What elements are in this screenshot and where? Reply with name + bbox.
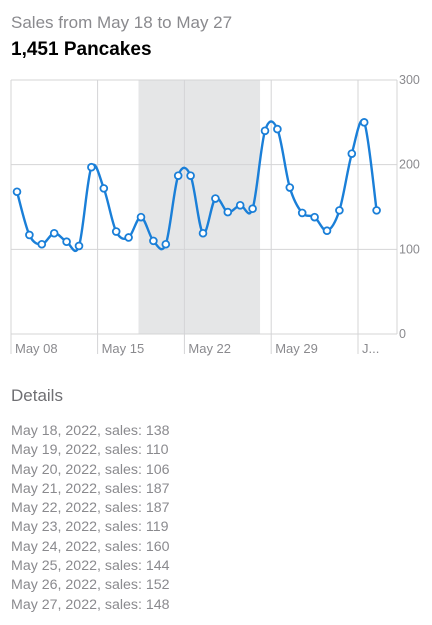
data-point [25,230,34,240]
data-point [248,204,257,213]
details-item: May 25, 2022, sales: 144 [11,558,170,575]
data-point [285,183,295,192]
data-point [136,212,146,222]
x-tick-label: May 29 [275,341,318,356]
chart-subtitle: Sales from May 18 to May 27 [11,13,233,32]
x-tick-label: May 15 [102,341,145,356]
data-point [359,118,369,127]
data-point [273,124,282,134]
y-tick-label: 300 [399,73,420,87]
data-point [12,187,22,197]
y-tick-label: 100 [399,242,420,256]
data-point [372,206,381,215]
details-item: May 26, 2022, sales: 152 [11,577,170,594]
data-point [74,241,84,251]
data-point [161,239,171,249]
y-tick-label: 0 [399,327,406,341]
data-point [124,233,133,242]
data-point [235,201,245,210]
data-point [198,228,208,238]
data-point [322,226,332,236]
data-point [149,236,158,246]
data-point [211,194,220,203]
data-point [335,206,344,215]
data-point [223,207,233,217]
sales-line-chart[interactable]: 0 100 200 300 May 08 May 15 May 22 May 29 J... [0,70,432,370]
data-point [310,212,319,222]
data-point [87,162,96,172]
y-tick-label: 200 [399,158,420,172]
x-tick-label: May 22 [188,341,231,356]
data-point [111,227,121,236]
data-point [173,171,183,180]
data-point [186,171,195,180]
details-item: May 20, 2022, sales: 106 [11,461,170,478]
data-point [297,208,307,218]
x-tick-label: May 08 [15,341,58,356]
data-point [347,149,357,158]
details-item: May 18, 2022, sales: 138 [11,423,170,439]
data-point [99,184,109,193]
data-point [260,126,270,136]
details-item: May 24, 2022, sales: 160 [11,538,170,555]
data-point [49,228,59,238]
data-point [62,237,71,247]
data-point [37,239,47,249]
chart-header: Sales from May 18 to May 27 1,451 Pancak… [11,12,232,63]
details-heading: Details [11,386,63,405]
details-item: May 23, 2022, sales: 119 [11,519,169,536]
details-item: May 21, 2022, sales: 187 [11,480,170,497]
details-item: May 22, 2022, sales: 187 [11,500,170,517]
details-list: May 18, 2022, sales: 138 May 19, 2022, sa… [11,422,170,615]
details-item: May 27, 2022, sales: 148 [11,596,170,613]
chart-title: 1,451 Pancakes [11,39,152,60]
details-item: May 19, 2022, sales: 110 [11,442,169,459]
x-tick-label: J... [362,341,379,356]
